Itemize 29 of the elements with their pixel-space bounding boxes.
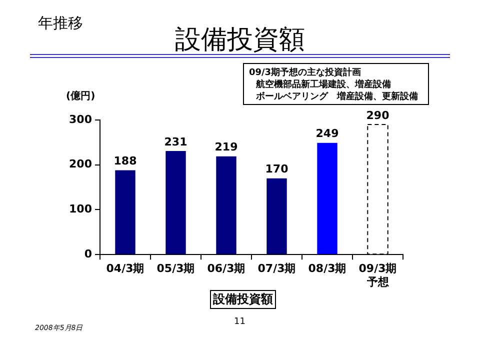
text: 年推移 — [38, 14, 83, 33]
x-tick-label: 08/3期 — [308, 262, 346, 276]
x-tick-label: 05/3期 — [156, 262, 195, 276]
bar — [317, 142, 338, 254]
bar — [216, 156, 236, 254]
y-tick-label: 300 — [69, 112, 92, 126]
bar — [115, 170, 136, 254]
x-axis-title: 設備投資額 — [210, 290, 276, 309]
text: 11 — [234, 317, 246, 327]
x-tick-label: 09/3期予想 — [358, 262, 397, 288]
data-label: 219 — [214, 140, 238, 154]
text: 09/3期予想の主な投資計画 — [249, 66, 362, 79]
data-label: 249 — [316, 127, 339, 140]
y-tick-label: 200 — [69, 158, 92, 171]
x-tick-label: 07/3期 — [258, 262, 296, 276]
data-label: 231 — [164, 135, 188, 148]
bar — [266, 178, 287, 254]
text: ボールベアリング 増産設備、更新設備 — [256, 90, 418, 103]
y-axis-title: (億円) — [66, 90, 96, 103]
y-tick-label: 0 — [84, 247, 92, 260]
y-tick-label: 100 — [69, 202, 92, 216]
data-label: 170 — [265, 162, 289, 176]
text: 航空機部品新工場建設、増産設備 — [256, 78, 391, 91]
data-label: 290 — [366, 108, 390, 122]
chart-title: 設備投資額 — [175, 25, 305, 55]
data-label: 188 — [114, 154, 137, 168]
x-tick-label: 04/3期 — [106, 262, 144, 276]
bar — [166, 150, 186, 254]
x-tick-label: 06/3期 — [207, 262, 246, 276]
